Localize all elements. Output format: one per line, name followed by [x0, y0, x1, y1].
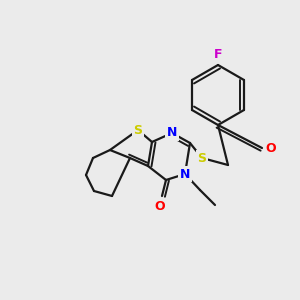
Text: O: O [155, 200, 165, 212]
Text: O: O [266, 142, 276, 154]
Text: N: N [167, 127, 177, 140]
Text: S: S [197, 152, 206, 164]
Text: N: N [180, 167, 190, 181]
Text: S: S [134, 124, 142, 136]
Text: F: F [214, 49, 222, 62]
